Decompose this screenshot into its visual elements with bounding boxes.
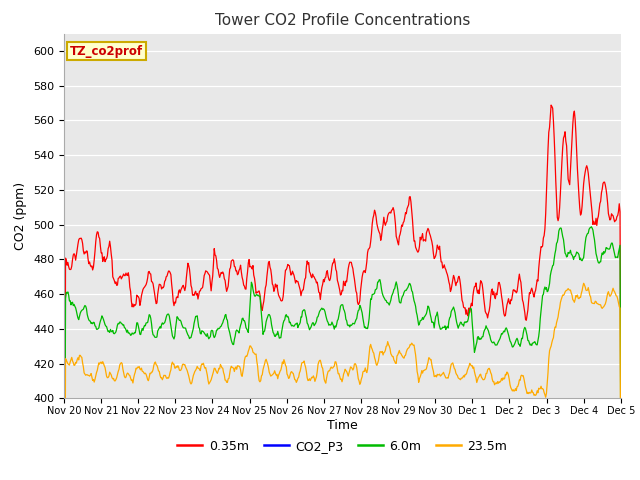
0.35m <box>547 102 555 108</box>
23.5m <box>580 280 588 286</box>
0.35m <box>127 299 135 304</box>
6.0m <box>70 301 78 307</box>
23.5m <box>410 342 418 348</box>
0.35m <box>70 251 78 256</box>
Text: TZ_co2prof: TZ_co2prof <box>70 45 143 58</box>
6.0m <box>214 327 221 333</box>
Title: Tower CO2 Profile Concentrations: Tower CO2 Profile Concentrations <box>214 13 470 28</box>
23.5m <box>426 357 434 362</box>
Line: 0.35m: 0.35m <box>64 105 621 480</box>
X-axis label: Time: Time <box>327 419 358 432</box>
0.35m <box>617 430 625 435</box>
23.5m <box>70 362 78 368</box>
Legend: 0.35m, CO2_P3, 6.0m, 23.5m: 0.35m, CO2_P3, 6.0m, 23.5m <box>172 435 513 458</box>
23.5m <box>127 378 135 384</box>
0.35m <box>214 265 221 271</box>
Line: 6.0m: 6.0m <box>64 227 621 480</box>
6.0m <box>617 452 625 458</box>
0.35m <box>426 233 434 239</box>
23.5m <box>214 371 221 376</box>
0.35m <box>410 238 418 244</box>
6.0m <box>588 224 595 229</box>
0.35m <box>184 260 192 266</box>
Line: 23.5m: 23.5m <box>64 283 621 480</box>
6.0m <box>426 312 434 317</box>
6.0m <box>184 332 192 338</box>
6.0m <box>410 298 418 304</box>
23.5m <box>184 370 192 376</box>
Y-axis label: CO2 (ppm): CO2 (ppm) <box>15 182 28 250</box>
6.0m <box>127 332 135 338</box>
